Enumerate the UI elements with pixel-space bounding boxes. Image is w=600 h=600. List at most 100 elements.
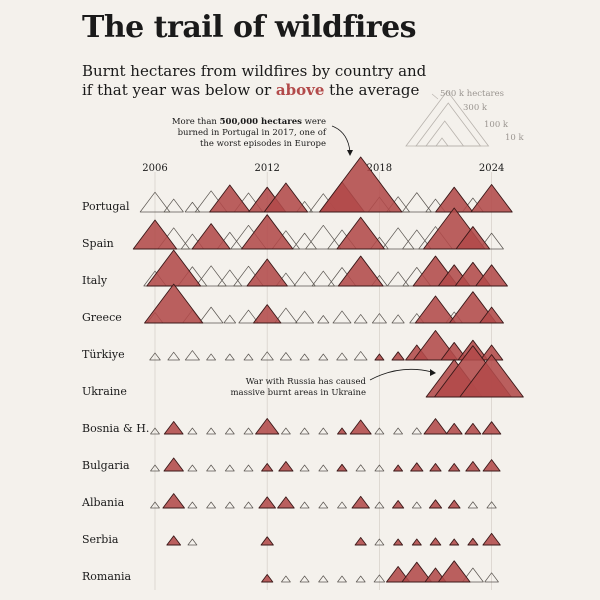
triangle-bosnia-h--2019	[393, 427, 403, 435]
triangle-bulgaria-2017	[355, 464, 366, 472]
triangle-bosnia-h--2015	[318, 427, 329, 435]
country-label: Italy	[82, 274, 108, 287]
triangle-romania-2012	[261, 574, 274, 583]
triangle-t-rkiye-2014	[299, 353, 310, 361]
triangle-bulgaria-2008	[187, 464, 198, 472]
country-label: Albania	[81, 496, 125, 509]
triangle-serbia-2020	[411, 538, 422, 546]
subtitle-post: the average	[324, 81, 420, 99]
triangle-bosnia-h--2010	[224, 427, 235, 435]
triangle-bosnia-h--2006	[150, 427, 160, 435]
subtitle-pre: if that year was below or	[82, 81, 276, 99]
triangle-t-rkiye-2012	[260, 351, 274, 361]
triangle-albania-2012	[258, 496, 276, 509]
triangle-romania-2015	[318, 575, 329, 583]
legend-triangle-3	[435, 137, 449, 147]
triangle-greece-2015	[317, 315, 330, 324]
triangle-bosnia-h--2021	[423, 418, 448, 435]
x-tick-2018: 2018	[367, 163, 392, 174]
triangle-bulgaria-2011	[243, 464, 254, 472]
triangle-bosnia-h--2017	[349, 419, 372, 435]
triangle-albania-2009	[206, 501, 216, 509]
triangle-albania-2018	[374, 501, 385, 509]
triangle-bulgaria-2023	[465, 461, 481, 472]
triangle-bulgaria-2009	[206, 464, 216, 472]
triangle-bulgaria-2019	[393, 464, 404, 472]
triangle-portugal-2020	[401, 192, 432, 213]
triangle-albania-2016	[337, 501, 347, 509]
triangle-serbia-2023	[467, 537, 479, 546]
triangle-bosnia-h--2014	[299, 427, 310, 435]
chart-title: The trail of wildfires	[82, 10, 417, 45]
annotation-portugal-line1: More than 500,000 hectares were	[172, 117, 326, 127]
triangle-bulgaria-2013	[278, 461, 294, 472]
triangle-romania-2023	[462, 567, 484, 583]
triangle-albania-2006	[150, 501, 160, 509]
country-label: Serbia	[82, 533, 119, 546]
triangle-greece-2016	[332, 310, 352, 324]
legend-triangle-0	[405, 90, 490, 147]
triangle-spain-2014	[292, 232, 317, 250]
triangle-greece-2021	[414, 295, 457, 324]
triangle-portugal-2017	[319, 156, 403, 213]
triangle-bulgaria-2021	[429, 463, 442, 472]
triangle-t-rkiye-2017	[353, 351, 368, 361]
triangle-bosnia-h--2007	[163, 421, 184, 435]
triangle-bulgaria-2016	[336, 463, 348, 472]
triangle-serbia-2021	[429, 537, 442, 546]
triangle-t-rkiye-2009	[206, 353, 216, 361]
triangle-bosnia-h--2008	[187, 427, 198, 435]
annotation-portugal-line2: burned in Portugal in 2017, one of	[178, 128, 327, 138]
triangle-bulgaria-2006	[150, 464, 160, 472]
triangle-t-rkiye-2010	[224, 353, 235, 361]
triangle-t-rkiye-2015	[318, 353, 329, 361]
triangle-romania-2024	[484, 572, 499, 583]
triangle-spain-2024	[479, 232, 504, 250]
triangle-bosnia-h--2020	[411, 427, 422, 435]
annotation-ukraine-line2: massive burnt areas in Ukraine	[230, 388, 366, 398]
triangle-serbia-2012	[260, 536, 274, 546]
triangle-albania-2007	[162, 493, 185, 509]
triangle-bosnia-h--2013	[281, 427, 291, 435]
triangle-portugal-2006	[139, 191, 171, 213]
triangle-albania-2023	[467, 501, 478, 509]
triangle-t-rkiye-2016	[336, 352, 348, 361]
triangle-bulgaria-2020	[410, 462, 424, 472]
triangle-bulgaria-2012	[261, 463, 274, 472]
triangle-albania-2021	[428, 499, 443, 509]
triangle-romania-2018	[373, 574, 386, 583]
triangle-italy-2019	[387, 271, 410, 287]
triangle-greece-2024	[479, 306, 504, 324]
annotation-portugal-arrowhead	[347, 150, 353, 156]
triangle-greece-2023	[448, 291, 497, 324]
country-label: Bulgaria	[82, 459, 130, 472]
triangle-bosnia-h--2011	[243, 427, 254, 435]
triangle-romania-2014	[299, 575, 310, 583]
triangle-greece-2011	[238, 309, 259, 324]
triangle-bulgaria-2007	[163, 457, 184, 472]
triangle-italy-2014	[293, 271, 316, 287]
triangle-italy-2009	[195, 265, 227, 287]
triangle-greece-2012	[252, 304, 282, 324]
triangle-greece-2019	[391, 314, 405, 324]
triangle-bosnia-h--2009	[206, 427, 216, 435]
triangle-bulgaria-2014	[299, 464, 310, 472]
triangle-spain-2006	[132, 219, 178, 250]
triangle-bulgaria-2018	[374, 464, 385, 472]
triangle-albania-2011	[243, 501, 254, 509]
triangle-albania-2010	[224, 501, 235, 509]
triangle-t-rkiye-2006	[149, 352, 161, 361]
triangle-romania-2020	[401, 561, 433, 583]
triangle-italy-2017	[337, 255, 384, 287]
triangle-greece-2013	[274, 307, 298, 324]
triangle-romania-2013	[281, 575, 291, 583]
triangle-bulgaria-2015	[318, 464, 329, 472]
annotation-portugal-line3: the worst episodes in Europe	[200, 139, 326, 149]
triangle-bosnia-h--2016	[337, 427, 347, 435]
triangle-serbia-2018	[374, 538, 385, 546]
country-label: Türkiye	[82, 348, 125, 361]
triangle-serbia-2022	[449, 538, 460, 546]
triangle-romania-2022	[437, 560, 471, 583]
subtitle-line1: Burnt hectares from wildfires by country…	[82, 62, 427, 80]
triangle-bosnia-h--2022	[445, 422, 463, 435]
